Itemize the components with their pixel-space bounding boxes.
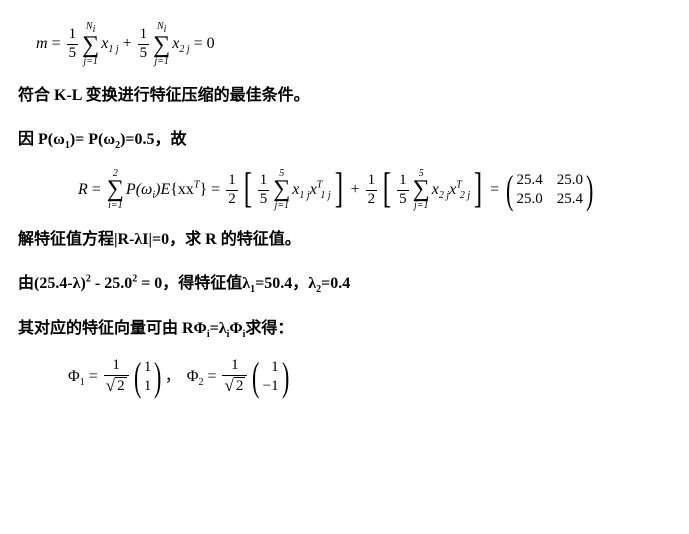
frac-1-5-b: 1 5: [138, 27, 150, 62]
inner-sum-2: 5 ∑ j=1: [413, 169, 430, 211]
half-1: 1 2: [226, 173, 238, 208]
var-m: m: [36, 29, 48, 59]
term-x1j-x1jT: x1 jxT1 j: [292, 175, 330, 205]
equation-R: R = 2 ∑ i=1 P(ωi) E{xxT} = 1 2 [ 1 5 5 ∑…: [78, 169, 671, 211]
equals: =: [48, 29, 65, 59]
inner-frac-2: 1 5: [397, 173, 409, 208]
text-eigenvectors: 其对应的特征向量可由 RΦi=λiΦi求得：: [18, 314, 671, 344]
vector-phi1: ( 1 1 ): [131, 358, 165, 396]
p-omega-i: P(ωi): [126, 175, 161, 205]
sum-i: 2 ∑ i=1: [107, 169, 124, 211]
matrix-R: ( 25.425.0 25.025.4 ): [503, 171, 596, 209]
phi-2: Φ2: [187, 362, 204, 392]
text-kl-condition: 符合 K-L 变换进行特征压缩的最佳条件。: [18, 81, 671, 111]
equation-mean: m = 1 5 Ni ∑ j=1 x1 j + 1 5 Ni ∑ j=1 x2 …: [36, 22, 671, 67]
eq-zero: = 0: [190, 29, 215, 59]
plus-1: +: [119, 29, 136, 59]
term-x2j: x2 j: [172, 29, 189, 59]
text-eigenvalues: 由(25.4-λ)2 - 25.02 = 0，得特征值λ1=50.4，λ2=0.…: [18, 269, 671, 299]
frac-1-sqrt2-a: 1 √2: [104, 358, 129, 396]
comma: ，: [165, 362, 181, 392]
vector-phi2: ( 1 −1 ): [249, 358, 292, 396]
expectation: E{xxT}: [160, 175, 207, 205]
phi-1: Φ1: [68, 362, 85, 392]
sum-2: Ni ∑ j=1: [153, 22, 170, 67]
var-R: R: [78, 175, 88, 205]
text-priors: 因 P(ω1)= P(ω2)=0.5，故: [18, 125, 671, 155]
term-x1j: x1 j: [101, 29, 118, 59]
equation-phi: Φ1 = 1 √2 ( 1 1 ) ， Φ2 = 1 √2 ( 1 −1 ): [68, 358, 671, 396]
frac-1-5-a: 1 5: [67, 27, 79, 62]
text-char-eq: 解特征值方程|R-λI|=0，求 R 的特征值。: [18, 225, 671, 255]
term-x2j-x2jT: x2 jxT2 j: [432, 175, 470, 205]
half-2: 1 2: [366, 173, 378, 208]
inner-sum-1: 5 ∑ j=1: [273, 169, 290, 211]
inner-frac-1: 1 5: [258, 173, 270, 208]
sum-1: Ni ∑ j=1: [82, 22, 99, 67]
frac-1-sqrt2-b: 1 √2: [222, 358, 247, 396]
